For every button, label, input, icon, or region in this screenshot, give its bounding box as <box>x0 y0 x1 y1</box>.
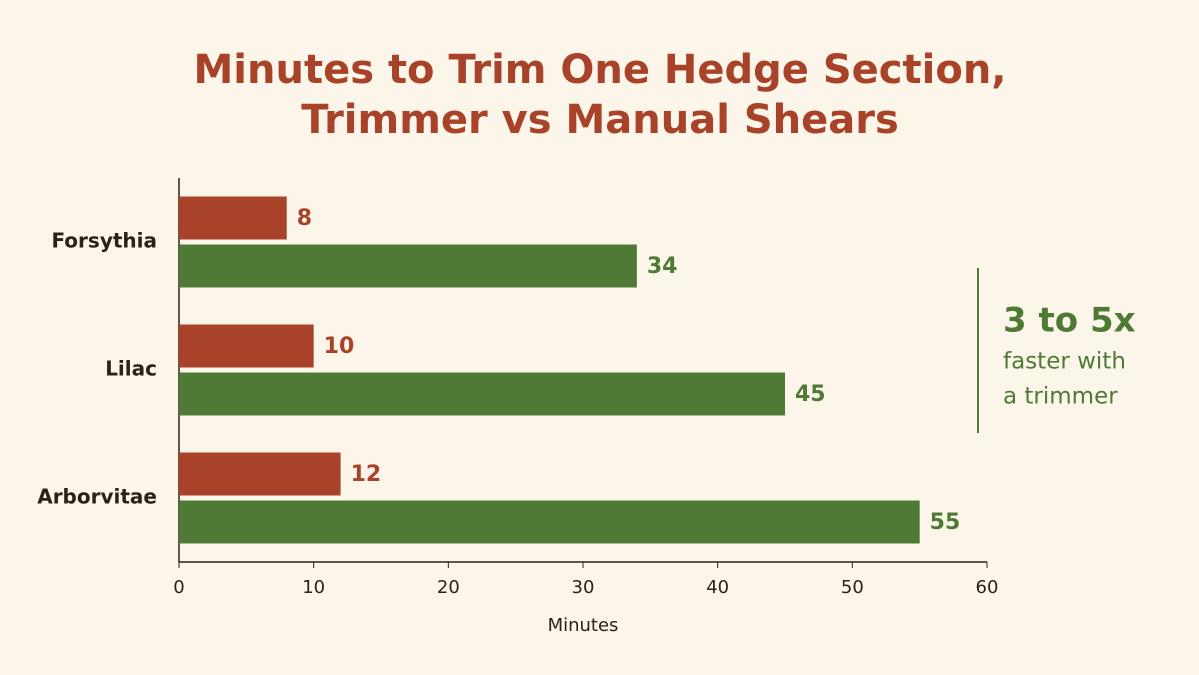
y-tick-label: Arborvitae <box>37 485 157 509</box>
bar <box>179 372 785 416</box>
x-axis-label: Minutes <box>548 615 619 636</box>
x-tick-label: 20 <box>437 577 460 598</box>
value-label: 10 <box>324 334 355 359</box>
bar <box>179 196 287 240</box>
annotation: faster with <box>1003 349 1126 375</box>
annotation: a trimmer <box>1003 384 1118 410</box>
x-tick-label: 50 <box>841 577 864 598</box>
y-tick-label: Forsythia <box>51 229 157 253</box>
x-tick-label: 30 <box>572 577 595 598</box>
x-tick-label: 40 <box>706 577 729 598</box>
value-label: 45 <box>795 382 826 407</box>
bar <box>179 452 341 496</box>
chart-title: Trimmer vs Manual Shears <box>301 97 899 143</box>
x-tick-label: 10 <box>302 577 325 598</box>
x-tick-label: 0 <box>173 577 184 598</box>
value-label: 12 <box>351 462 382 487</box>
annotation: 3 to 5x <box>1003 301 1136 341</box>
x-tick-label: 60 <box>976 577 999 598</box>
y-tick-label: Lilac <box>105 357 157 381</box>
value-label: 8 <box>297 206 312 231</box>
value-label: 55 <box>930 510 961 535</box>
bar <box>179 244 637 288</box>
chart-title: Minutes to Trim One Hedge Section, <box>193 47 1006 93</box>
value-label: 34 <box>647 254 678 279</box>
bar <box>179 500 920 544</box>
bar <box>179 324 314 368</box>
